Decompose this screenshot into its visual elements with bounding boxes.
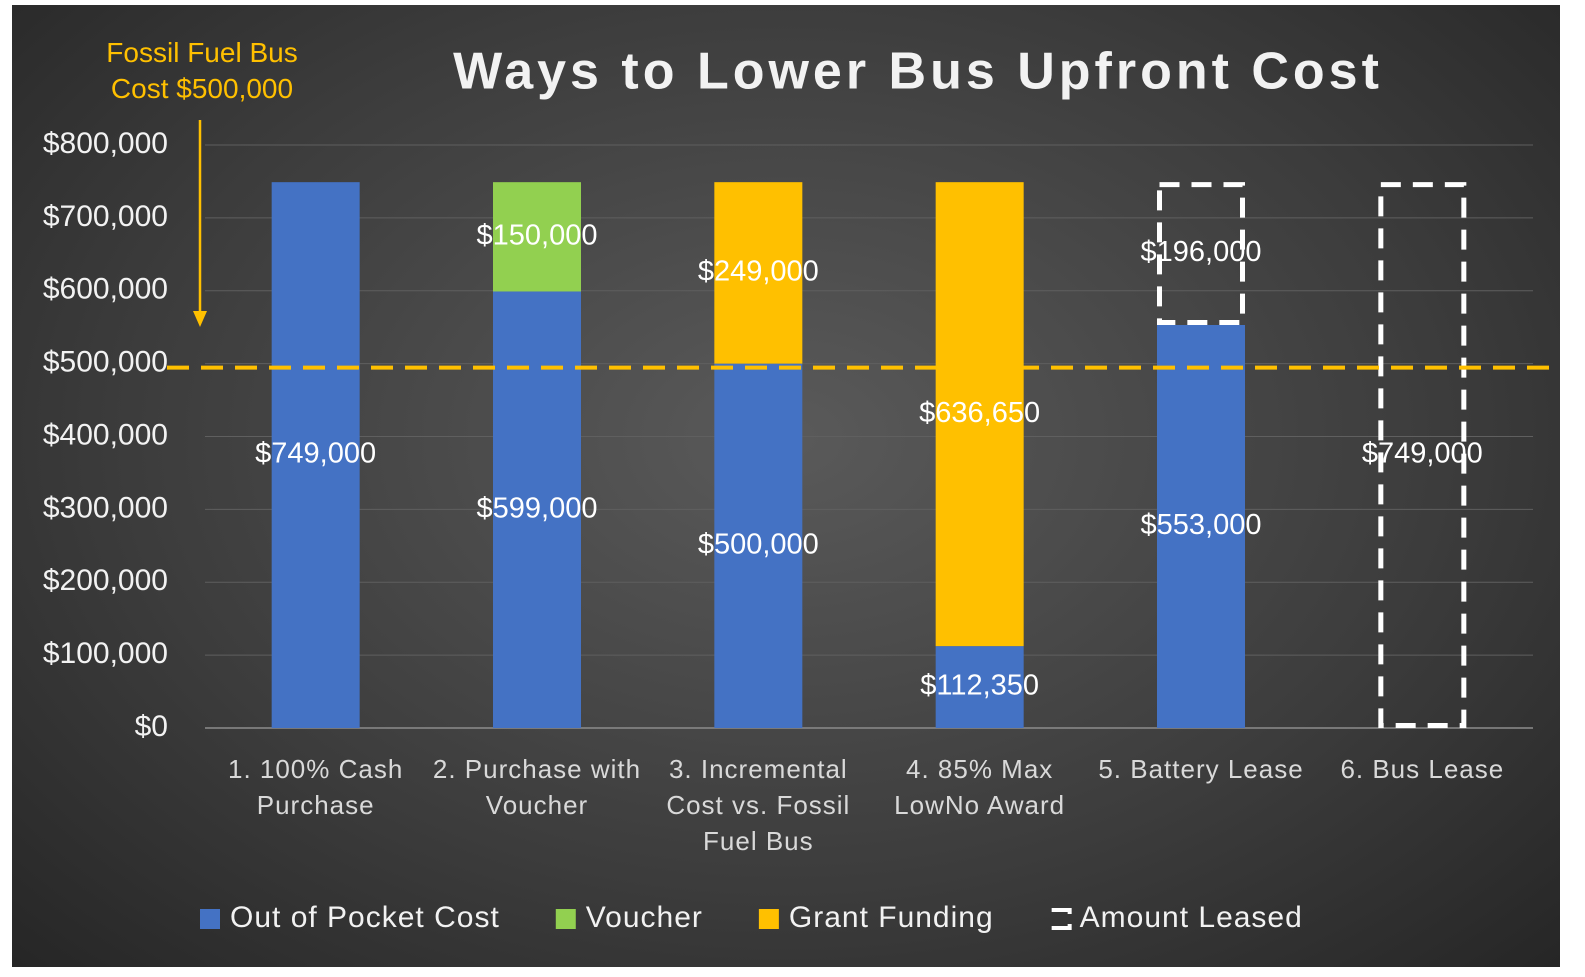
data-label: $749,000 (1362, 438, 1483, 470)
legend-label: Grant Funding (789, 901, 994, 934)
legend-swatch (758, 909, 779, 929)
data-label: $599,000 (477, 492, 598, 524)
legend-swatch (200, 909, 220, 929)
legend-label: Amount Leased (1080, 901, 1303, 934)
y-tick-label: $800,000 (43, 127, 168, 160)
bar-segment (493, 291, 581, 728)
chart: Ways to Lower Bus Upfront Cost $0 $100,00… (12, 5, 1560, 967)
x-tick-label: 4. 85% Max LowNo Award (894, 754, 1066, 820)
bar-segment (271, 182, 360, 728)
bar-segment (1157, 325, 1245, 728)
bar-segment (714, 182, 803, 364)
data-label: $196,000 (1141, 236, 1262, 268)
y-tick-label: $500,000 (43, 346, 168, 379)
legend-label: Out of Pocket Cost (230, 901, 500, 934)
bar-segment (935, 182, 1024, 647)
y-tick-label: $100,000 (43, 637, 168, 670)
data-label: $249,000 (698, 256, 819, 288)
x-tick-label: 3. Incremental Cost vs. Fossil Fuel Bus (666, 754, 851, 856)
bar-segment (935, 646, 1024, 728)
annotation-arrowhead (193, 311, 207, 327)
chart-title: Ways to Lower Bus Upfront Cost (453, 43, 1383, 101)
data-label: $553,000 (1141, 509, 1262, 541)
chart-svg: Ways to Lower Bus Upfront Cost $0 $100,00… (43, 43, 1560, 934)
y-tick-label: $700,000 (43, 200, 168, 233)
bar-segment (714, 363, 803, 728)
x-tick-label: 6. Bus Lease (1340, 754, 1505, 784)
leased-segment (1378, 182, 1467, 728)
y-tick-label: $200,000 (43, 564, 168, 597)
data-label: $150,000 (477, 219, 598, 251)
x-tick-label: 5. Battery Lease (1098, 754, 1304, 784)
leased-segment (1157, 182, 1245, 326)
y-tick-label: $300,000 (43, 491, 168, 524)
legend-swatch (555, 909, 576, 929)
data-label: $749,000 (255, 438, 376, 470)
bar-segment (493, 182, 581, 292)
data-label: $112,350 (920, 670, 1039, 702)
data-label: $636,650 (919, 397, 1040, 429)
legend-swatch (1051, 908, 1072, 930)
x-tick-label: 1. 100% Cash Purchase (227, 754, 404, 820)
data-label: $500,000 (698, 528, 819, 560)
annotation: Fossil Fuel Bus Cost $500,000 (106, 37, 298, 104)
y-tick-label: $400,000 (43, 418, 168, 451)
x-tick-label: 2. Purchase with Voucher (432, 754, 642, 820)
y-tick-label: $600,000 (43, 273, 168, 306)
legend-label: Voucher (586, 901, 703, 934)
y-tick-label: $0 (135, 710, 168, 743)
